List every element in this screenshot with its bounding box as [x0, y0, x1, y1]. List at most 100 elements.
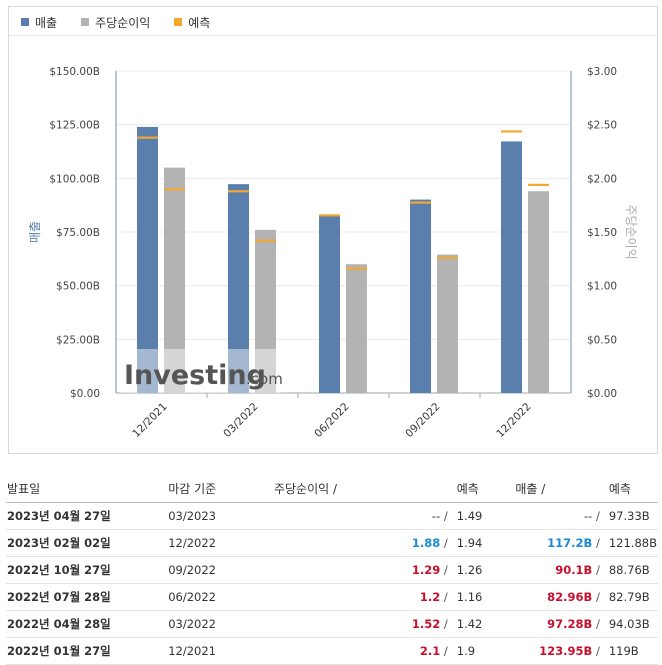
- y-tick-label: $100.00B: [49, 173, 100, 185]
- legend-item-eps[interactable]: 주당순이익: [81, 14, 150, 31]
- revenue-forecast-mark: [228, 190, 249, 193]
- revenue-bar: [228, 184, 249, 393]
- eps-bar: [255, 229, 276, 393]
- chart-legend: 매출 주당순이익 예측: [21, 13, 210, 31]
- eps-actual: 2.1: [419, 644, 441, 658]
- eps-slash: /: [440, 644, 448, 658]
- revenue-slash: /: [592, 644, 600, 658]
- revenue-slash: /: [592, 536, 600, 550]
- table-row: 2023년 04월 27일 03/2023 -- /1.49 -- /97.33B: [6, 502, 658, 530]
- cell-release-date: 2022년 10월 27일: [6, 556, 147, 584]
- revenue-slash: /: [592, 563, 600, 577]
- y-tick-label: $25.00B: [56, 334, 100, 346]
- eps-bar: [437, 254, 458, 393]
- cell-release-date: 2022년 04월 28일: [6, 610, 147, 638]
- legend-label-forecast: 예측: [188, 15, 211, 30]
- x-tick-label: 09/2022: [403, 401, 442, 440]
- revenue-forecast-mark: [501, 130, 522, 133]
- eps-bar: [346, 264, 367, 393]
- eps-forecast-mark: [528, 183, 549, 186]
- cell-eps: 1.29 /: [272, 556, 449, 584]
- cell-eps: 2.1 /: [272, 637, 449, 665]
- header-eps[interactable]: 주당순이익 /: [272, 474, 449, 503]
- cell-eps-forecast: 1.42: [448, 610, 515, 638]
- legend-item-revenue[interactable]: 매출: [21, 14, 57, 31]
- chart-canvas: $0.00 $0.00 $25.00B $0.50 $50.00B $1.00 $75.00…: [28, 66, 638, 440]
- legend-label-revenue: 매출: [35, 15, 58, 30]
- cell-period: 06/2022: [146, 583, 273, 611]
- cell-revenue-forecast: 88.76B: [600, 556, 658, 584]
- cell-revenue: -- /: [514, 502, 601, 530]
- table-row: 2022년 04월 28일 03/2022 1.52 /1.42 97.28B /94…: [6, 610, 658, 638]
- header-revenue[interactable]: 매출 /: [514, 474, 601, 503]
- cell-revenue: 82.96B /: [514, 583, 601, 611]
- table-row: 2022년 07월 28일 06/2022 1.2 /1.16 82.96B /82.…: [6, 583, 658, 611]
- eps-actual: 1.52: [411, 617, 441, 631]
- revenue-slash: /: [592, 590, 600, 604]
- table-row: 2023년 02월 02일 12/2022 1.88 /1.94 117.2B /12…: [6, 529, 658, 557]
- table-header-row: 발표일 마감 기준 주당순이익 / 예측 매출 / 예측: [6, 474, 658, 503]
- cell-period: 03/2022: [146, 610, 273, 638]
- y2-tick-label: $0.00: [587, 388, 617, 400]
- eps-actual: --: [431, 509, 441, 523]
- revenue-bar: [501, 141, 522, 393]
- y2-tick-label: $2.00: [587, 173, 617, 185]
- cell-revenue-forecast: 119B: [600, 637, 658, 665]
- x-tick-label: 03/2022: [221, 401, 260, 440]
- y2-tick-label: $1.00: [587, 281, 617, 293]
- x-tick-label: 12/2022: [494, 401, 533, 440]
- cell-release-date: 2022년 01월 27일: [6, 637, 147, 665]
- eps-slash: /: [440, 617, 448, 631]
- eps-forecast-mark: [255, 239, 276, 242]
- header-revenue-forecast[interactable]: 예측: [600, 474, 658, 503]
- legend-item-forecast[interactable]: 예측: [174, 14, 210, 31]
- y-tick-label: $75.00B: [56, 227, 100, 239]
- revenue-forecast-mark: [319, 214, 340, 217]
- legend-swatch-eps: [81, 18, 90, 26]
- header-revenue-slash: /: [541, 481, 546, 496]
- legend-swatch-forecast: [174, 18, 183, 26]
- y-tick-label: $150.00B: [49, 66, 100, 78]
- cell-period: 03/2023: [146, 502, 273, 530]
- eps-slash: /: [440, 509, 448, 523]
- table-row: 2022년 01월 27일 12/2021 2.1 /1.9 123.95B /119…: [6, 637, 658, 665]
- revenue-slash: /: [592, 509, 600, 523]
- cell-eps: 1.52 /: [272, 610, 449, 638]
- y-tick-label: $0.00: [70, 388, 100, 400]
- x-tick-label: 06/2022: [312, 401, 351, 440]
- revenue-slash: /: [592, 617, 600, 631]
- cell-revenue: 97.28B /: [514, 610, 601, 638]
- table-row: 2022년 10월 27일 09/2022 1.29 /1.26 90.1B /88.…: [6, 556, 658, 584]
- legend-label-eps: 주당순이익: [95, 15, 151, 30]
- revenue-actual: 97.28B: [547, 617, 593, 631]
- cell-eps-forecast: 1.9: [448, 637, 515, 665]
- cell-revenue-forecast: 121.88B: [600, 529, 658, 557]
- eps-bar: [528, 191, 549, 393]
- watermark-logo: Investing: [124, 360, 266, 391]
- revenue-forecast-mark: [137, 136, 158, 139]
- earnings-chart-panel: 매출 주당순이익 예측 $0.00 $0.00 $25.00B $0.50 $50.00…: [8, 6, 658, 454]
- cell-release-date: 2023년 04월 27일: [6, 502, 147, 530]
- header-period[interactable]: 마감 기준: [146, 474, 273, 503]
- legend-divider: [9, 35, 657, 36]
- revenue-actual: 90.1B: [555, 563, 593, 577]
- eps-forecast-mark: [437, 256, 458, 259]
- y2-axis-title: 주당순이익: [624, 204, 638, 259]
- header-date[interactable]: 발표일: [6, 474, 147, 503]
- cell-eps: -- /: [272, 502, 449, 530]
- eps-forecast-mark: [164, 188, 185, 191]
- revenue-actual: --: [584, 509, 593, 523]
- cell-revenue-forecast: 82.79B: [600, 583, 658, 611]
- x-tick-label: 12/2021: [130, 401, 169, 440]
- y-tick-label: $50.00B: [56, 281, 100, 293]
- revenue-actual: 117.2B: [547, 536, 593, 550]
- header-eps-forecast[interactable]: 예측: [448, 474, 515, 503]
- cell-release-date: 2023년 02월 02일: [6, 529, 147, 557]
- y2-tick-label: $2.50: [587, 120, 617, 132]
- eps-slash: /: [440, 563, 448, 577]
- eps-actual: 1.88: [411, 536, 441, 550]
- cell-eps-forecast: 1.16: [448, 583, 515, 611]
- revenue-actual: 123.95B: [539, 644, 593, 658]
- cell-revenue-forecast: 94.03B: [600, 610, 658, 638]
- eps-actual: 1.2: [419, 590, 441, 604]
